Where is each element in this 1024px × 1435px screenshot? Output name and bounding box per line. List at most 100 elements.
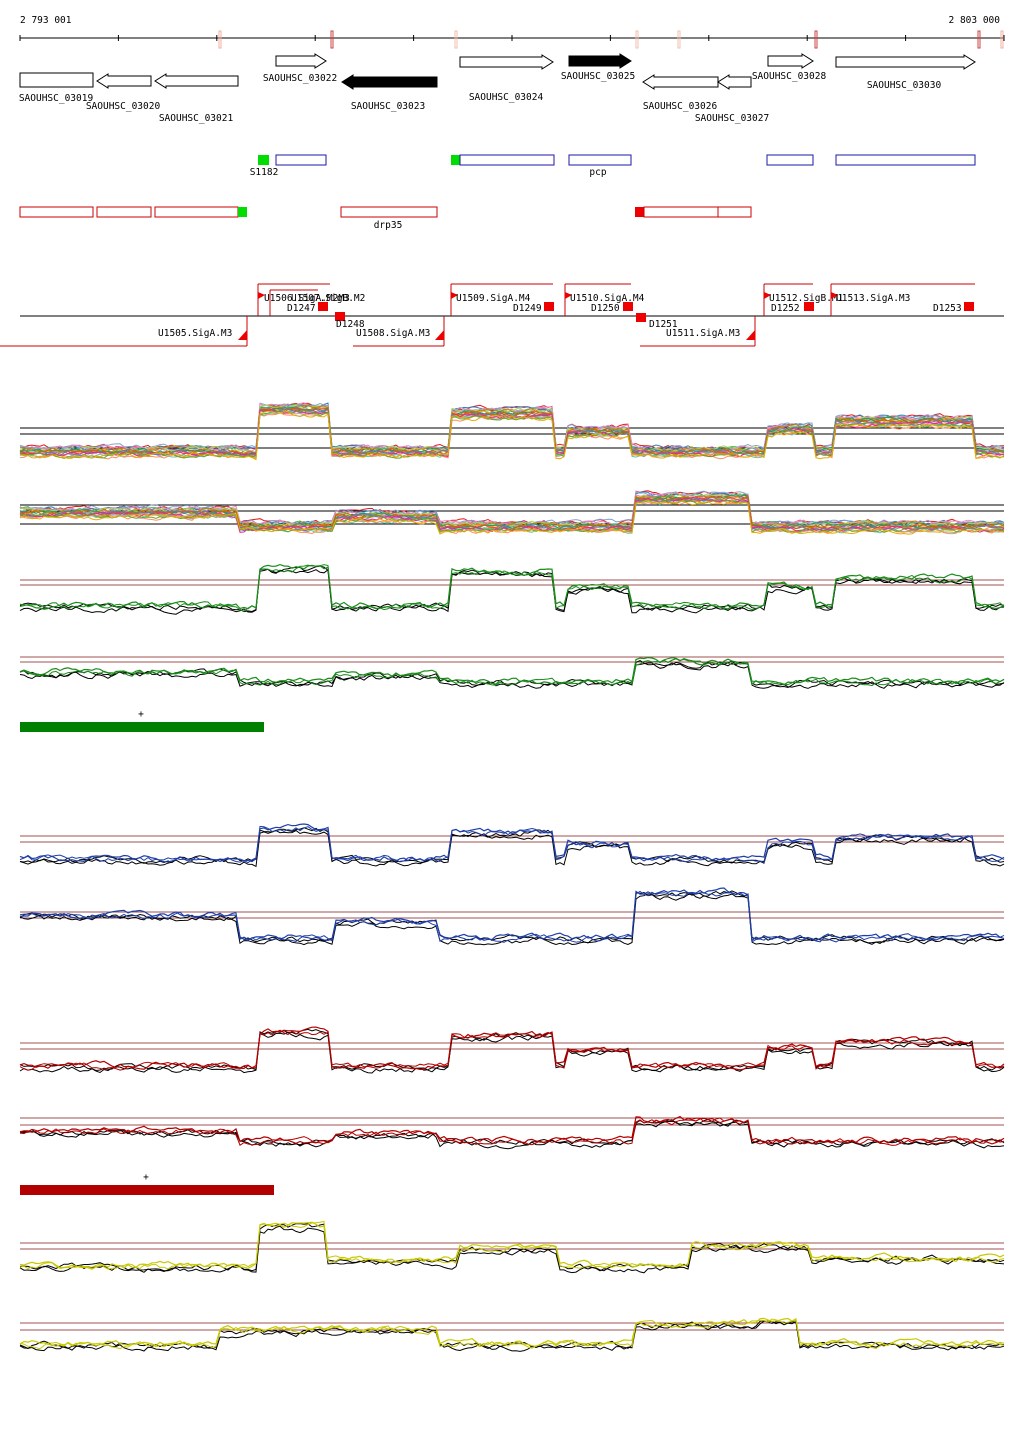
tu-plus-flag	[764, 292, 771, 299]
red-scale-bar: +	[20, 1172, 274, 1195]
transcription-unit-track: U1506.SigA.M2M3 U1509.SigA.M4 U1510.SigA.M…	[0, 283, 1004, 347]
ruler-region-marker	[1000, 30, 1004, 49]
coordinate-ruler: 2 793 001 2 803 000	[19, 15, 1005, 49]
reference-profile	[19, 829, 1005, 868]
downshift-label: D1252	[771, 303, 800, 314]
plus-feature-box	[568, 154, 632, 166]
condition-profile-a	[19, 402, 1005, 453]
condition-profile-b	[19, 490, 1005, 527]
gene-arrow	[767, 53, 814, 69]
downshift-label: D1253	[933, 303, 962, 314]
red-profile	[19, 1117, 1005, 1146]
srna-feature	[635, 207, 644, 217]
minus-strand-feature-track: drp35	[19, 206, 752, 231]
plus-feature-label: S1182	[250, 167, 279, 178]
gene-arrow	[642, 74, 719, 90]
reference-profile	[19, 1120, 1005, 1150]
downshift-marker	[804, 302, 814, 311]
tu-minus-label: U1511.SigA.M3	[666, 328, 740, 339]
tu-minus-flag	[435, 330, 444, 340]
tu-minus-label: U1508.SigA.M3	[356, 328, 430, 339]
plus-feature-box	[459, 154, 555, 166]
red-scale-bar-label: +	[143, 1172, 149, 1183]
condition-profile-a	[19, 410, 1005, 461]
gene-label: SAOUHSC_03025	[561, 71, 635, 82]
gene-arrow	[275, 53, 327, 69]
yellow-profile	[19, 1317, 1005, 1350]
gene-arrow	[717, 74, 752, 90]
reference-profile	[19, 1320, 1005, 1352]
gene-label: SAOUHSC_03030	[867, 80, 942, 91]
tu-plus-flag	[831, 292, 838, 299]
red-profile	[19, 1029, 1005, 1071]
ruler-region-marker	[218, 30, 222, 49]
plus-strand-feature-track: S1182 pcp	[250, 154, 976, 178]
ruler-start-label: 2 793 001	[20, 15, 72, 26]
minus-feature-label: drp35	[374, 220, 403, 231]
yellow-profile	[19, 1317, 1005, 1347]
downshift-marker	[318, 302, 328, 311]
plus-feature-label: pcp	[589, 167, 606, 178]
reference-profile	[19, 1225, 1005, 1274]
gene-arrow	[19, 72, 94, 88]
plus-feature-box	[275, 154, 327, 166]
downshift-marker	[636, 313, 646, 322]
reference-profile	[19, 1320, 1005, 1350]
gene-arrow	[835, 54, 976, 70]
srna-feature	[258, 155, 269, 165]
gene-arrow	[96, 73, 152, 89]
condition-profile-b	[19, 499, 1005, 535]
downshift-label: D1247	[287, 303, 316, 314]
minus-feature-box	[643, 206, 719, 218]
red-profile	[19, 1026, 1005, 1071]
minus-feature-box	[19, 206, 94, 218]
downshift-marker	[964, 302, 974, 311]
gene-label: SAOUHSC_03023	[351, 101, 425, 112]
gene-arrow	[341, 74, 438, 90]
green-profile	[19, 563, 1005, 610]
green-profile	[19, 657, 1005, 687]
reference-profile	[19, 893, 1005, 946]
minus-feature-box	[96, 206, 152, 218]
tu-minus-flag	[746, 330, 755, 340]
tu-plus-label: U1513.SigA.M3	[836, 293, 910, 304]
minus-feature-box	[154, 206, 239, 218]
downshift-label: D1251	[649, 319, 678, 330]
gene-label: SAOUHSC_03019	[19, 93, 94, 104]
gene-label: SAOUHSC_03028	[752, 71, 827, 82]
tu-plus-flag	[565, 292, 572, 299]
blue-profile	[19, 825, 1005, 864]
green-scale-bar-label: +	[138, 709, 144, 720]
green-profile	[19, 564, 1005, 612]
blue-profile	[19, 823, 1005, 863]
tu-plus-label: U1506.SigA.M2M3	[264, 293, 350, 304]
gene-arrow	[154, 73, 239, 89]
tu-plus-label: U1509.SigA.M4	[456, 293, 531, 304]
green-scale-bar: +	[20, 709, 264, 732]
blue-profile	[19, 890, 1005, 943]
ruler-region-marker	[677, 30, 681, 49]
downshift-label: D1249	[513, 303, 542, 314]
condition-profile-b	[19, 498, 1005, 533]
reference-profile	[19, 660, 1005, 689]
ruler-region-marker	[814, 30, 818, 49]
srna-feature	[451, 155, 460, 165]
downshift-label: D1250	[591, 303, 620, 314]
tu-minus-label: U1505.SigA.M3	[158, 328, 232, 339]
reference-profile	[19, 1119, 1005, 1146]
reference-profile	[19, 1223, 1005, 1272]
reference-profile	[19, 827, 1005, 864]
tu-minus-flag	[238, 330, 247, 340]
ruler-region-marker	[454, 30, 458, 49]
expression-profile-tracks	[19, 402, 1005, 1352]
ruler-end-label: 2 803 000	[949, 15, 1001, 26]
ruler-region-marker	[977, 30, 981, 49]
tu-plus-flag	[451, 292, 458, 299]
downshift-marker	[335, 312, 345, 321]
gene-arrow	[568, 53, 632, 69]
minus-feature-box	[717, 206, 752, 218]
blue-profile	[19, 887, 1005, 942]
ruler-region-marker	[635, 30, 639, 49]
